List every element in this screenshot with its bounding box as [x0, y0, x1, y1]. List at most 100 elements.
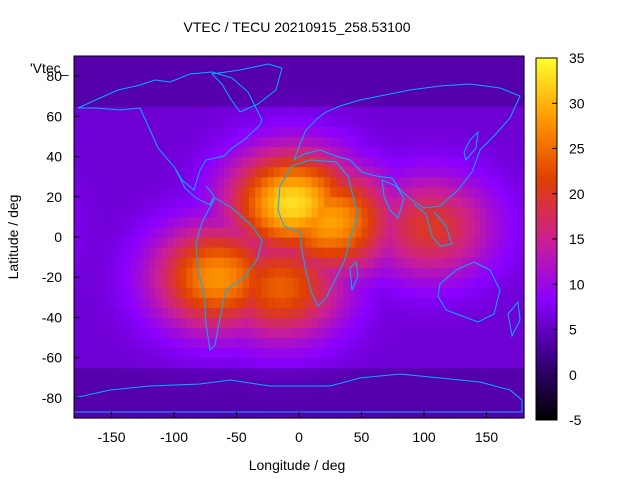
heatmap-cell [74, 106, 81, 117]
heatmap-cell [155, 156, 163, 168]
heatmap-cell [517, 407, 525, 419]
heatmap-cell [424, 156, 431, 168]
heatmap-cell [467, 146, 475, 158]
heatmap-cell [461, 106, 469, 117]
heatmap-cell [249, 86, 256, 97]
heatmap-cell [399, 297, 406, 308]
heatmap-cell [449, 226, 456, 238]
heatmap-cell [486, 257, 494, 268]
heatmap-cell [199, 277, 206, 288]
heatmap-cell [317, 317, 325, 329]
heatmap-cell [105, 216, 113, 228]
heatmap-cell [80, 357, 88, 369]
heatmap-cell [130, 126, 138, 138]
heatmap-cell [99, 96, 106, 107]
heatmap-cell [399, 257, 406, 268]
heatmap-cell [142, 327, 150, 339]
heatmap-cell [324, 226, 331, 238]
colorbar-tick-label: 20 [569, 186, 585, 202]
heatmap-cell [236, 196, 244, 208]
heatmap-cell [280, 267, 288, 278]
heatmap-cell [317, 126, 325, 138]
heatmap-cell [399, 146, 406, 158]
heatmap-cell [224, 407, 231, 419]
heatmap-cell [136, 397, 144, 409]
heatmap-cell [124, 126, 131, 138]
heatmap-cell [499, 176, 506, 188]
heatmap-cell [99, 66, 106, 77]
heatmap-cell [105, 86, 113, 97]
heatmap-cell [355, 186, 363, 198]
heatmap-cell [211, 257, 219, 268]
heatmap-cell [142, 387, 150, 399]
heatmap-cell [374, 367, 381, 379]
heatmap-cell [111, 367, 119, 379]
heatmap-cell [492, 186, 500, 198]
heatmap-cell [136, 86, 144, 97]
heatmap-cell [136, 116, 144, 127]
heatmap-cell [311, 397, 319, 409]
heatmap-cell [149, 66, 156, 77]
heatmap-cell [336, 237, 344, 248]
heatmap-cell [361, 257, 369, 268]
heatmap-cell [424, 337, 431, 349]
heatmap-cell [342, 116, 350, 127]
heatmap-cell [224, 347, 231, 359]
heatmap-cell [111, 377, 119, 389]
heatmap-cell [311, 166, 319, 178]
heatmap-cell [436, 216, 444, 228]
heatmap-cell [105, 237, 113, 248]
heatmap-cell [149, 327, 156, 339]
y-axis-label: Latitude / deg [5, 195, 21, 280]
heatmap-cell [105, 176, 113, 188]
heatmap-cell [336, 287, 344, 298]
heatmap-cell [492, 196, 500, 208]
heatmap-cell [199, 106, 206, 117]
heatmap-cell [261, 146, 269, 158]
heatmap-cell [261, 66, 269, 77]
heatmap-cell [186, 196, 194, 208]
heatmap-cell [149, 367, 156, 379]
heatmap-cell [267, 196, 275, 208]
heatmap-cell [80, 317, 88, 329]
heatmap-cell [274, 66, 281, 77]
coastline-south-america [195, 197, 263, 352]
heatmap-cell [142, 56, 150, 67]
heatmap-cell [455, 237, 463, 248]
heatmap-cell [474, 56, 481, 67]
heatmap-cell [517, 106, 525, 117]
colorbar-tick-label: 5 [569, 322, 577, 338]
heatmap-cell [430, 86, 438, 97]
heatmap-cell [267, 216, 275, 228]
heatmap-cell [480, 257, 488, 268]
heatmap-cell [249, 206, 256, 218]
heatmap-cell [455, 387, 463, 399]
heatmap-cell [86, 387, 94, 399]
heatmap-cell [474, 126, 481, 138]
heatmap-cell [405, 96, 413, 107]
heatmap-cell [92, 377, 100, 389]
heatmap-cell [367, 397, 375, 409]
heatmap-cell [317, 186, 325, 198]
heatmap-cell [499, 76, 506, 87]
heatmap-cell [136, 126, 144, 138]
heatmap-cell [267, 387, 275, 399]
heatmap-cell [392, 257, 400, 268]
heatmap-cell [455, 407, 463, 419]
heatmap-cell [361, 156, 369, 168]
heatmap-cell [149, 347, 156, 359]
heatmap-cell [286, 136, 294, 148]
heatmap-cell [355, 66, 363, 77]
heatmap-cell [261, 186, 269, 198]
heatmap-cell [405, 367, 413, 379]
heatmap-cell [436, 257, 444, 268]
heatmap-cell [205, 397, 213, 409]
heatmap-cell [505, 136, 513, 148]
heatmap-cell [517, 387, 525, 399]
heatmap-cell [155, 76, 163, 87]
heatmap-cell [242, 66, 250, 77]
heatmap-cell [261, 126, 269, 138]
heatmap-cell [442, 186, 450, 198]
heatmap-cell [505, 146, 513, 158]
heatmap-cell [455, 196, 463, 208]
